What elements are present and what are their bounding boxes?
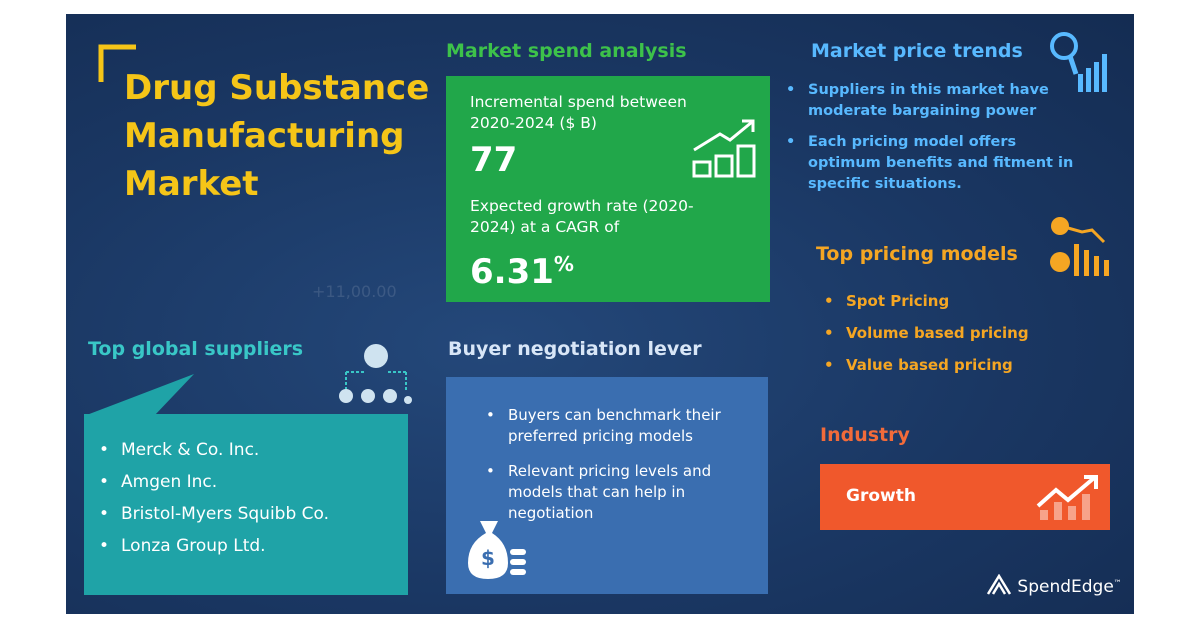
supplier-item: Bristol-Myers Squibb Co. <box>99 504 329 524</box>
industry-label: Growth <box>846 486 916 506</box>
supplier-item: Merck & Co. Inc. <box>99 440 329 460</box>
heading: Top global suppliers <box>88 338 304 360</box>
infographic: +11,00.00 Drug Substance Manufacturing M… <box>66 14 1134 614</box>
negotiation-box: Buyers can benchmark their preferred pri… <box>446 377 768 594</box>
growth-icon <box>1036 475 1098 520</box>
title-line: Market <box>124 164 259 204</box>
negotiation-item: Relevant pricing levels and models that … <box>486 461 758 524</box>
heading: Market spend analysis <box>446 40 687 62</box>
growth-label: Expected growth rate (2020-2024) at a CA… <box>470 197 694 236</box>
heading: Top pricing models <box>816 243 1018 265</box>
industry-box: Growth <box>820 464 1110 530</box>
trend-item: Suppliers in this market have moderate b… <box>786 80 1078 122</box>
suppliers-list: Merck & Co. Inc. Amgen Inc. Bristol-Myer… <box>99 440 329 568</box>
heading: Market price trends <box>811 40 1023 62</box>
logo-mark <box>986 573 1012 595</box>
heading: Industry <box>820 424 910 446</box>
logo: SpendEdge™ <box>986 573 1122 597</box>
logo-name: SpendEdge <box>1017 577 1114 597</box>
pricing-item: Spot Pricing <box>824 292 1029 310</box>
negotiation-item: Buyers can benchmark their preferred pri… <box>486 405 758 447</box>
pricing-list: Spot Pricing Volume based pricing Value … <box>824 292 1029 388</box>
supplier-item: Amgen Inc. <box>99 472 329 492</box>
suppliers-box: Merck & Co. Inc. Amgen Inc. Bristol-Myer… <box>84 414 408 595</box>
pricing-icon <box>1050 217 1109 276</box>
growth-number: 6.31 <box>470 252 554 292</box>
title: Drug Substance Manufacturing Market <box>124 64 429 208</box>
growth-value: 6.31% <box>470 252 574 292</box>
svg-text:$: $ <box>481 546 495 570</box>
spend-box: Incremental spend between 2020-2024 ($ B… <box>446 76 770 302</box>
title-line: Drug Substance <box>124 68 430 108</box>
supplier-item: Lonza Group Ltd. <box>99 536 329 556</box>
heading: Buyer negotiation lever <box>448 338 702 360</box>
pricing-item: Value based pricing <box>824 356 1029 374</box>
growth-unit: % <box>553 252 574 276</box>
pricing-item: Volume based pricing <box>824 324 1029 342</box>
logo-tm: ™ <box>1113 578 1122 588</box>
negotiation-list: Buyers can benchmark their preferred pri… <box>486 405 758 538</box>
bubble-tail <box>84 374 194 416</box>
trend-item: Each pricing model offers optimum benefi… <box>786 132 1078 195</box>
moneybag-icon: $ <box>468 521 526 579</box>
network-icon <box>339 344 412 404</box>
corner-bracket <box>98 44 136 82</box>
spend-label: Incremental spend between 2020-2024 ($ B… <box>470 93 687 132</box>
trend-list: Suppliers in this market have moderate b… <box>786 80 1078 205</box>
spend-value: 77 <box>470 140 518 180</box>
trend-icon <box>1050 32 1107 92</box>
background-text: +11,00.00 <box>312 282 397 301</box>
coins-icon <box>692 119 756 178</box>
title-line: Manufacturing <box>124 116 405 156</box>
